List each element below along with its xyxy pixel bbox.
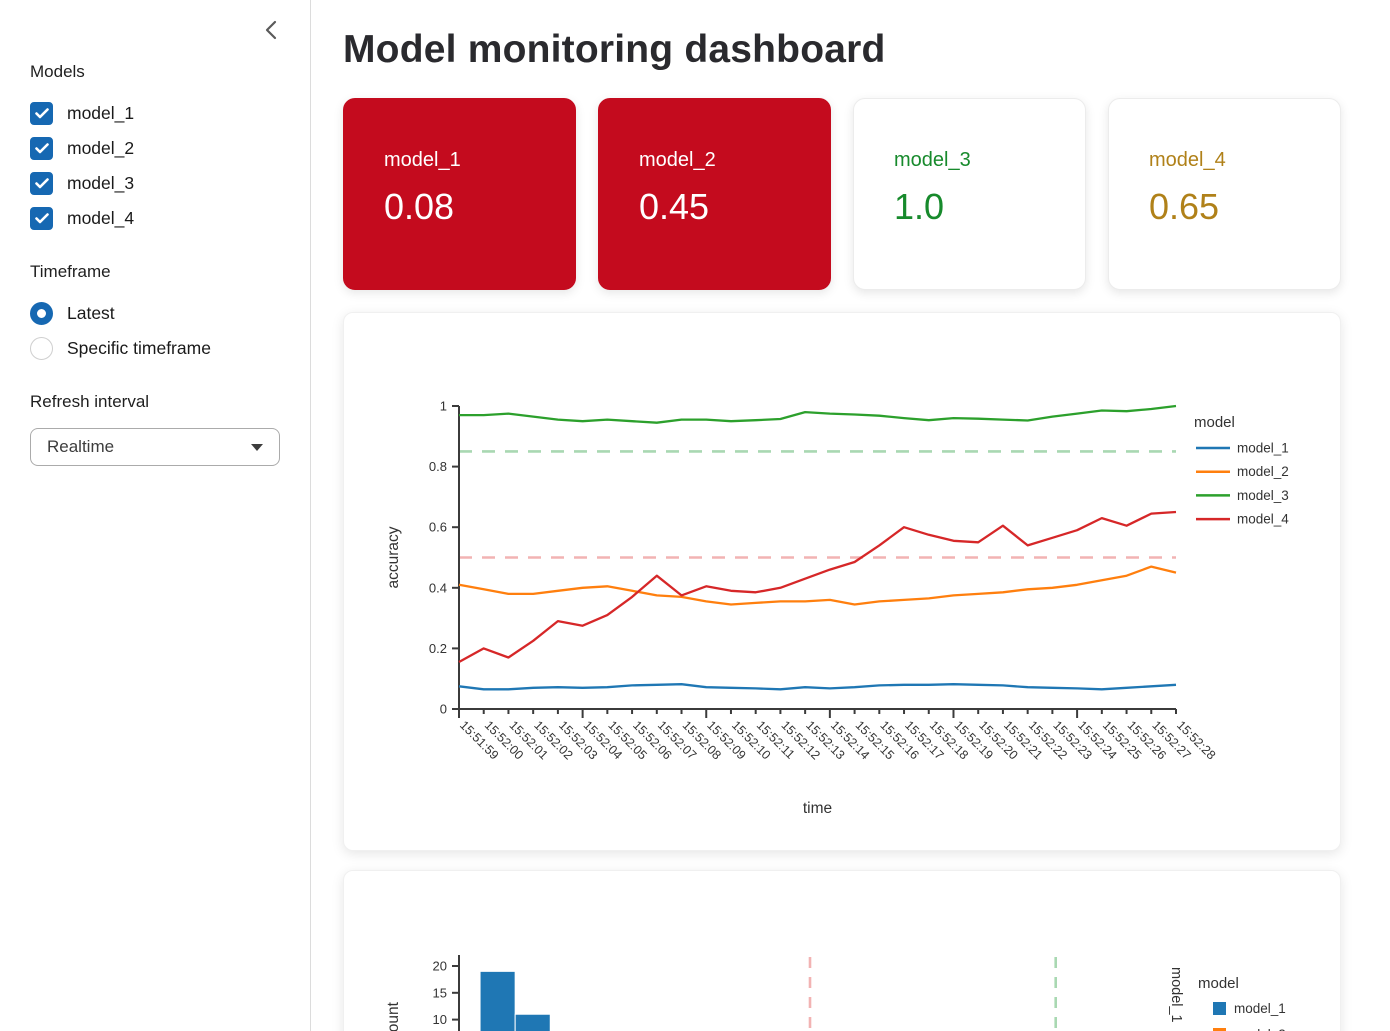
metric-value: 0.45 xyxy=(639,186,710,227)
metric-cards-row: model_1 0.08 model_2 0.45 model_3 1.0 mo… xyxy=(343,98,1341,290)
checkbox-label: model_2 xyxy=(67,138,135,158)
model-checkbox-row-0[interactable]: model_1 xyxy=(30,96,286,131)
x-axis-title: time xyxy=(803,800,832,817)
y-tick-label: 0.2 xyxy=(429,641,447,656)
model-checkbox-row-1[interactable]: model_2 xyxy=(30,131,286,166)
series-model_3 xyxy=(459,404,1177,424)
checkbox-model-1[interactable] xyxy=(30,102,53,125)
legend-item-model_1[interactable]: model_1 xyxy=(1234,1001,1286,1016)
y-tick-label: 0 xyxy=(440,702,447,717)
legend-item-model_2[interactable]: model_2 xyxy=(1234,1027,1286,1031)
models-section-label: Models xyxy=(30,62,85,81)
y-tick-label: 0.8 xyxy=(429,459,447,474)
y-tick-label: 20 xyxy=(433,959,447,974)
y-tick-label: 0.6 xyxy=(429,520,447,535)
hist-bar-model_1 xyxy=(479,970,516,1031)
series-model_1 xyxy=(458,683,1177,691)
check-icon xyxy=(34,213,49,224)
facet-row-label: model_1 xyxy=(1168,967,1184,1023)
checkbox-model-4[interactable] xyxy=(30,207,53,230)
radio-latest[interactable] xyxy=(30,302,53,325)
radio-label: Specific timeframe xyxy=(67,338,211,358)
legend-item-model_3[interactable]: model_3 xyxy=(1237,488,1289,503)
metric-card-model-3: model_3 1.0 xyxy=(853,98,1086,290)
sidebar: Models model_1 model_2 model_3 xyxy=(0,0,311,1031)
model-checkbox-row-2[interactable]: model_3 xyxy=(30,166,286,201)
legend-title: model xyxy=(1198,975,1239,992)
metric-label: model_3 xyxy=(894,149,971,171)
checkbox-label: model_4 xyxy=(67,208,135,228)
legend-item-model_4[interactable]: model_4 xyxy=(1237,512,1289,527)
checkbox-label: model_1 xyxy=(67,103,135,123)
main-content: Model monitoring dashboard model_1 0.08 … xyxy=(311,0,1390,1031)
refresh-interval-value: Realtime xyxy=(47,437,115,456)
legend-item-model_1[interactable]: model_1 xyxy=(1237,441,1289,456)
series-model_2 xyxy=(458,565,1177,606)
accuracy-line-chart-card: 0 0.2 0.4 0.6 0.8 1 15:51:59 15:52:00 15:52:01 15… xyxy=(343,312,1341,851)
metric-label: model_4 xyxy=(1149,149,1226,171)
legend-title: model xyxy=(1194,414,1235,431)
checkbox-model-2[interactable] xyxy=(30,137,53,160)
checkbox-model-3[interactable] xyxy=(30,172,53,195)
check-icon xyxy=(34,108,49,119)
check-icon xyxy=(34,178,49,189)
y-tick-label: 0.4 xyxy=(429,580,447,595)
y-axis-title: count xyxy=(385,1001,402,1031)
metric-label: model_1 xyxy=(384,149,461,171)
y-axis-title: accuracy xyxy=(385,526,402,588)
checkbox-label: model_3 xyxy=(67,173,135,193)
series-model_4 xyxy=(458,510,1177,664)
collapse-sidebar-button[interactable] xyxy=(258,18,284,44)
timeframe-section-label: Timeframe xyxy=(30,262,111,281)
legend-swatch-model_2 xyxy=(1213,1028,1226,1031)
refresh-interval-label: Refresh interval xyxy=(30,392,150,411)
y-tick-label: 15 xyxy=(433,985,447,1000)
accuracy-histogram-card: 20 15 10 count model_1 model model_1 model_2 xyxy=(343,870,1341,1031)
refresh-interval-select[interactable]: Realtime xyxy=(30,428,280,466)
accuracy-histogram-chart: 20 15 10 count model_1 model model_1 model_2 xyxy=(385,955,1286,1031)
radio-row-specific-timeframe[interactable]: Specific timeframe xyxy=(30,331,286,366)
metric-card-model-4: model_4 0.65 xyxy=(1108,98,1341,290)
chevron-left-icon xyxy=(265,20,277,39)
hist-bar-model_1 xyxy=(514,1013,551,1031)
model-checkbox-row-3[interactable]: model_4 xyxy=(30,201,286,236)
y-tick-label: 1 xyxy=(440,399,447,414)
chevron-down-icon xyxy=(251,443,263,451)
y-tick-label: 10 xyxy=(433,1012,447,1027)
radio-row-latest[interactable]: Latest xyxy=(30,296,286,331)
page-title: Model monitoring dashboard xyxy=(343,28,886,71)
metric-value: 1.0 xyxy=(894,186,945,227)
radio-label: Latest xyxy=(67,303,115,323)
legend-swatch-model_1 xyxy=(1213,1002,1226,1015)
radio-specific-timeframe[interactable] xyxy=(30,337,53,360)
accuracy-line-chart: 00.20.40.60.8115:51:5915:52:0015:52:0115… xyxy=(385,399,1289,818)
metric-card-model-2: model_2 0.45 xyxy=(598,98,831,290)
check-icon xyxy=(34,143,49,154)
legend-item-model_2[interactable]: model_2 xyxy=(1237,464,1289,479)
metric-label: model_2 xyxy=(639,149,716,171)
metric-value: 0.08 xyxy=(384,186,455,227)
metric-value: 0.65 xyxy=(1149,186,1220,227)
metric-card-model-1: model_1 0.08 xyxy=(343,98,576,290)
